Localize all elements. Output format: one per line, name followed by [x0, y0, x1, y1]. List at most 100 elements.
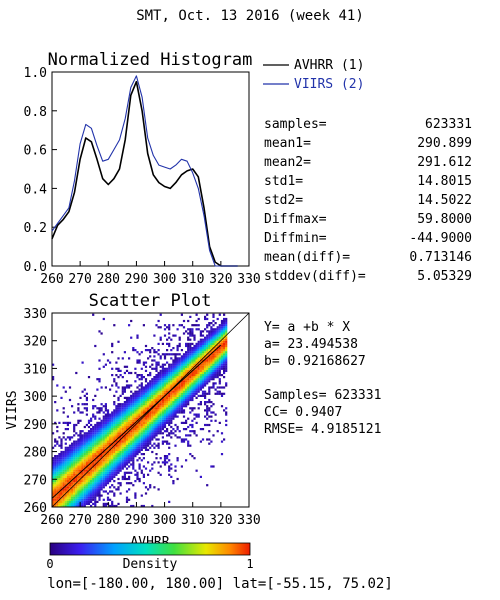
scatter-density-cell: [172, 361, 175, 364]
scatter-density-cell: [176, 374, 179, 377]
scatter-density-cell: [81, 438, 84, 441]
scatter-density-cell: [168, 342, 171, 345]
scatter-density-cell: [54, 492, 57, 495]
scatter-density-cell: [180, 465, 183, 468]
scatter-density-cell: [92, 482, 95, 485]
scatter-density-cell: [185, 405, 188, 408]
scatter-density-cell: [83, 486, 86, 489]
scatter-density-cell: [75, 442, 78, 445]
scatter-density-cell: [68, 459, 72, 462]
scatter-density-cell: [136, 376, 139, 379]
scatter-density-cell: [180, 388, 183, 391]
scatter-density-cell: [193, 382, 196, 385]
scatter-density-cell: [208, 353, 211, 356]
scatter-density-cell: [62, 500, 65, 503]
scatter-density-cell: [210, 322, 213, 325]
scatter-density-cell: [187, 378, 190, 381]
scatter-density-cell: [166, 457, 169, 460]
scatter-density-cell: [134, 469, 137, 472]
scatter-density-cell: [189, 444, 192, 447]
scatter-density-cell: [130, 423, 133, 427]
scatter-density-cell: [123, 450, 126, 454]
scatter-density-cell: [223, 322, 226, 325]
scatter-density-cell: [163, 455, 167, 458]
scatter-density-cell: [77, 500, 80, 503]
scatter-density-cell: [66, 459, 69, 462]
scatter-density-cell: [128, 371, 131, 375]
scatter-density-cell: [117, 459, 120, 462]
scatter-density-cell: [79, 448, 82, 451]
scatter-density-cell: [155, 405, 158, 408]
scatter-density-cell: [193, 388, 196, 391]
scatter-density-cell: [208, 407, 211, 410]
scatter-density-cell: [92, 486, 95, 489]
scatter-density-cell: [144, 436, 148, 439]
scatter-density-cell: [168, 413, 171, 416]
scatter-density-cell: [178, 390, 181, 393]
scatter-density-cell: [174, 363, 177, 366]
scatter-density-cell: [151, 367, 154, 370]
scatter-density-cell: [153, 421, 156, 424]
scatter-density-cell: [113, 455, 116, 458]
scatter-density-cell: [180, 392, 183, 395]
scatter-density-cell: [163, 403, 167, 406]
scatter-density-cell: [113, 469, 116, 472]
scatter-density-cell: [155, 376, 158, 379]
scatter-density-cell: [195, 415, 198, 418]
scatter-density-cell: [220, 330, 224, 333]
scatter-density-cell: [142, 394, 145, 397]
scatter-density-cell: [83, 448, 86, 451]
scatter-density-cell: [117, 411, 120, 414]
scatter-density-cell: [225, 344, 228, 348]
scatter-density-cell: [151, 392, 154, 395]
scatter-density-cell: [79, 459, 82, 462]
legend-label-viirs: VIIRS (2): [294, 77, 364, 92]
scatter-density-cell: [142, 434, 145, 437]
scatter-density-cell: [136, 390, 139, 393]
scatter-density-cell: [77, 409, 80, 412]
scatter-density-cell: [149, 411, 152, 414]
scatter-density-cell: [96, 480, 99, 483]
scatter-density-cell: [189, 332, 192, 335]
scatter-density-cell: [142, 446, 145, 449]
scatter-density-cell: [166, 413, 169, 416]
scatter-density-cell: [206, 359, 209, 362]
scatter-density-cell: [90, 486, 93, 489]
scatter-density-cell: [208, 336, 211, 339]
scatter-density-cell: [87, 376, 91, 379]
scatter-density-cell: [90, 444, 93, 447]
scatter-density-cell: [52, 463, 55, 466]
scatter-density-cell: [73, 425, 76, 429]
scatter-density-cell: [128, 384, 131, 387]
scatter-density-cell: [73, 463, 76, 466]
scatter-density-cell: [68, 438, 72, 441]
scatter-density-cell: [138, 361, 141, 364]
scatter-density-cell: [52, 482, 55, 485]
scatter-density-cell: [132, 347, 135, 350]
scatter-density-cell: [134, 492, 137, 495]
scatter-density-cell: [147, 432, 150, 435]
scatter-density-cell: [134, 444, 137, 447]
scatter-density-cell: [185, 428, 188, 431]
scatter-density-cell: [100, 471, 103, 474]
scatter-density-cell: [223, 353, 226, 356]
scatter-density-cell: [199, 351, 202, 354]
scatter-density-cell: [121, 475, 124, 478]
scatter-density-cell: [123, 405, 126, 408]
scatter-density-cell: [191, 380, 194, 383]
scatter-density-cell: [153, 396, 156, 399]
scatter-density-cell: [147, 425, 150, 429]
scatter-density-cell: [115, 450, 118, 454]
scatter-density-cell: [172, 347, 175, 350]
scatter-density-cell: [187, 319, 190, 323]
scatter-density-cell: [197, 353, 200, 356]
scatter-density-cell: [66, 450, 69, 454]
scatter-density-cell: [52, 484, 55, 487]
scatter-density-cell: [75, 463, 78, 466]
scatter-density-cell: [170, 378, 173, 381]
scatter-density-cell: [58, 467, 61, 470]
scatter-density-cell: [113, 436, 116, 439]
scatter-density-cell: [189, 386, 192, 389]
scatter-density-cell: [168, 344, 171, 348]
scatter-density-cell: [52, 475, 55, 478]
